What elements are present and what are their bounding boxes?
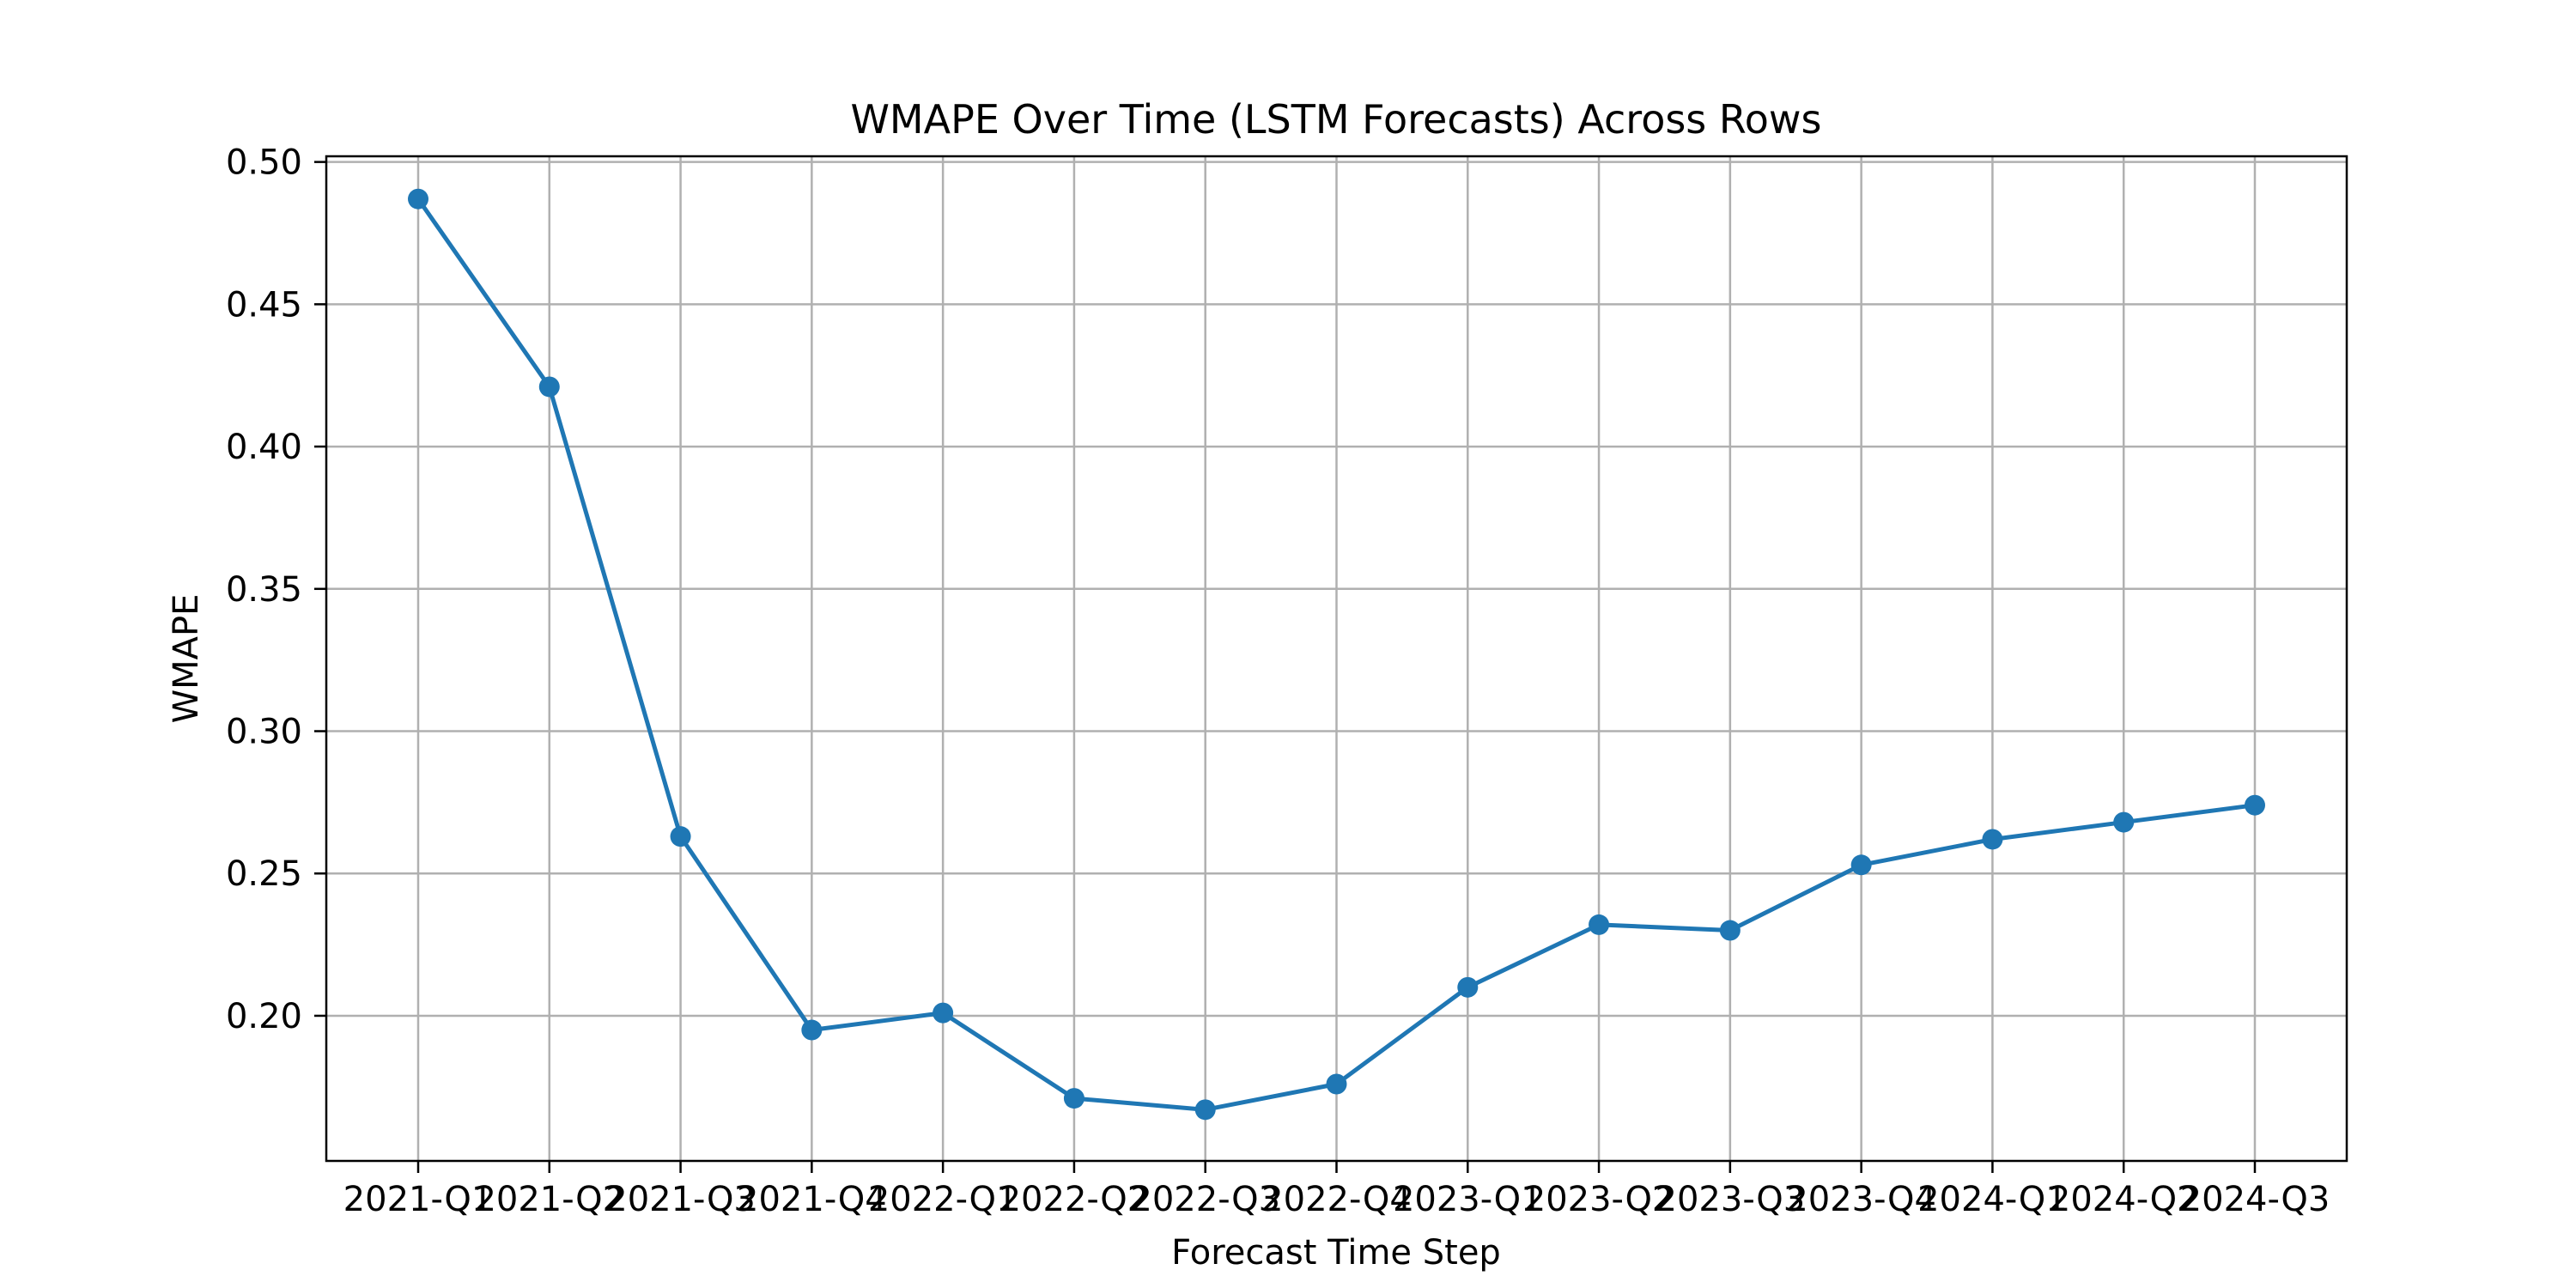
y-axis-label: WMAPE: [167, 594, 206, 724]
x-tick-label: 2021-Q2: [474, 1180, 624, 1219]
data-point: [1194, 1099, 1216, 1121]
data-point: [933, 1002, 954, 1024]
data-point: [1850, 854, 1872, 876]
x-tick-label: 2023-Q2: [1524, 1180, 1674, 1219]
x-tick-label: 2023-Q3: [1656, 1180, 1806, 1219]
x-tick-label: 2024-Q1: [1917, 1180, 2068, 1219]
x-tick-label: 2022-Q1: [868, 1180, 1018, 1219]
chart-title: WMAPE Over Time (LSTM Forecasts) Across …: [850, 96, 1821, 143]
x-tick-label: 2023-Q1: [1393, 1180, 1543, 1219]
data-point: [801, 1019, 823, 1041]
data-point: [670, 826, 691, 848]
x-tick-label: 2021-Q3: [605, 1180, 756, 1219]
grid-lines: [326, 156, 2347, 1161]
y-axis: 0.20 0.25 0.30 0.35 0.40 0.45 0.50: [226, 143, 326, 1036]
data-point: [538, 376, 560, 398]
data-point: [1457, 976, 1479, 998]
x-tick-label: 2024-Q3: [2180, 1180, 2330, 1219]
x-tick-label: 2024-Q2: [2049, 1180, 2199, 1219]
y-tick-label: 0.40: [226, 428, 302, 467]
data-point: [1063, 1088, 1084, 1109]
x-axis: 2021-Q12021-Q22021-Q32021-Q42022-Q12022-…: [343, 1161, 2330, 1219]
y-tick-label: 0.20: [226, 997, 302, 1036]
data-point: [408, 188, 428, 210]
x-axis-label: Forecast Time Step: [1171, 1233, 1501, 1273]
x-tick-label: 2022-Q4: [1261, 1180, 1412, 1219]
x-tick-label: 2021-Q1: [343, 1180, 494, 1219]
data-point: [1589, 914, 1610, 935]
data-point: [2245, 794, 2265, 816]
y-tick-label: 0.30: [226, 713, 302, 752]
x-tick-label: 2022-Q3: [1130, 1180, 1280, 1219]
data-point: [1326, 1073, 1347, 1095]
x-tick-label: 2023-Q4: [1786, 1180, 1936, 1219]
y-tick-label: 0.50: [226, 143, 302, 183]
series-layer: [408, 188, 2265, 1121]
x-tick-label: 2021-Q4: [737, 1180, 887, 1219]
data-point: [1719, 920, 1741, 941]
x-tick-label: 2022-Q2: [999, 1180, 1150, 1219]
y-tick-label: 0.45: [226, 285, 302, 325]
data-point: [1982, 829, 2003, 850]
y-tick-label: 0.25: [226, 854, 302, 894]
data-point: [2113, 811, 2135, 833]
y-tick-label: 0.35: [226, 570, 302, 610]
